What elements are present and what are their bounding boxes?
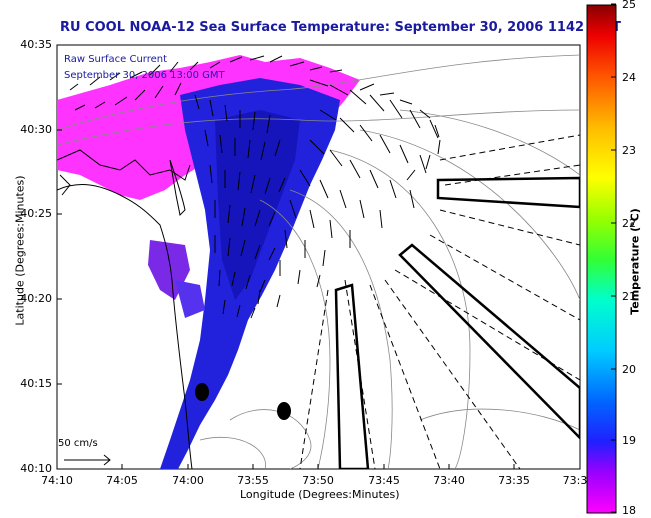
scale-label: 50 cm/s [58, 438, 98, 449]
y-tick-label: 40:20 [20, 292, 52, 305]
subtitle-current: Raw Surface Current [64, 54, 168, 65]
lease-areas [334, 176, 580, 469]
subtitle-current-time: September 30, 2006 13:00 GMT [64, 70, 225, 81]
station-marker [277, 402, 291, 420]
y-tick-label: 40:15 [20, 377, 52, 390]
x-tick-label: 74:05 [106, 474, 138, 487]
x-tick-label: 74:10 [41, 474, 73, 487]
colorbar-tick-label: 18 [622, 504, 636, 517]
y-tick-label: 40:35 [20, 38, 52, 51]
colorbar-tick-label: 21 [622, 290, 636, 303]
current-vectors [69, 55, 441, 319]
colorbar-tick-label: 24 [622, 71, 636, 84]
x-tick-label: 73:35 [498, 474, 530, 487]
x-axis-title: Longitude (Degrees:Minutes) [240, 488, 400, 501]
x-tick-label: 73:40 [433, 474, 465, 487]
y-tick-label: 40:10 [20, 462, 52, 475]
colorbar-title: Temperature (°C) [628, 208, 642, 315]
x-tick-label: 73:55 [237, 474, 269, 487]
x-tick-label: 73:50 [302, 474, 334, 487]
colorbar-tick-label: 23 [622, 144, 636, 157]
colorbar-tick-label: 20 [622, 363, 636, 376]
x-tick-label: 73:3 [562, 474, 588, 487]
y-tick-label: 40:25 [20, 207, 52, 220]
x-tick-label: 73:45 [368, 474, 400, 487]
scale-arrow [64, 454, 111, 466]
colorbar [586, 4, 617, 514]
station-marker [195, 383, 209, 401]
colorbar-tick-label: 22 [622, 217, 636, 230]
x-tick-label: 74:00 [172, 474, 204, 487]
colorbar-tick-label: 25 [622, 0, 636, 11]
y-tick-label: 40:30 [20, 123, 52, 136]
colorbar-tick-label: 19 [622, 434, 636, 447]
y-axis-title: Latitude (Degrees:Minutes) [13, 175, 27, 326]
map-title: RU COOL NOAA-12 Sea Surface Temperature:… [60, 20, 622, 35]
